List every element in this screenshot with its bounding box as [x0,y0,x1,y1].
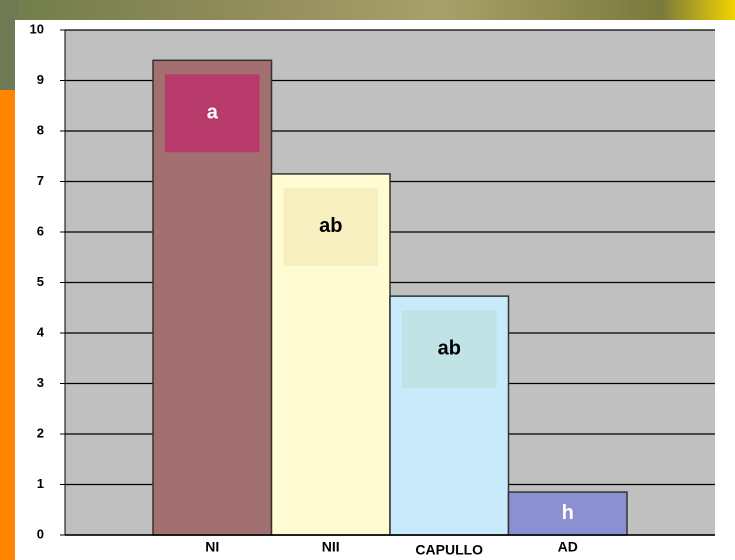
x-tick-label: AD [558,539,578,555]
y-tick-label: 0 [37,526,44,541]
orange-border [0,90,15,560]
y-tick-label: 3 [37,375,44,390]
y-tick-label: 8 [37,122,44,137]
y-tick-label: 2 [37,425,44,440]
y-tick-label: 6 [37,223,44,238]
y-tick-label: 7 [37,173,44,188]
y-tick-label: 4 [37,324,45,339]
y-tick-label: 1 [37,476,44,491]
annotation: ab [438,337,461,359]
annotation: h [562,502,574,524]
y-tick-label: 5 [37,274,44,289]
page: {"chart_data": {"type": "bar", "categori… [0,0,735,560]
x-tick-label: CAPULLO [415,542,483,558]
y-tick-label: 9 [37,72,44,87]
annotation: ab [319,215,342,237]
annotation: a [207,102,219,124]
x-tick-label: NII [322,539,340,555]
chart: 0 1 2 3 4 5 6 7 8 9 10 a NI ab NII ab CAPULLO h AD [0,0,735,560]
y-tick-label: 10 [30,21,44,36]
photo-strip [0,0,735,22]
x-tick-label: NI [205,539,219,555]
